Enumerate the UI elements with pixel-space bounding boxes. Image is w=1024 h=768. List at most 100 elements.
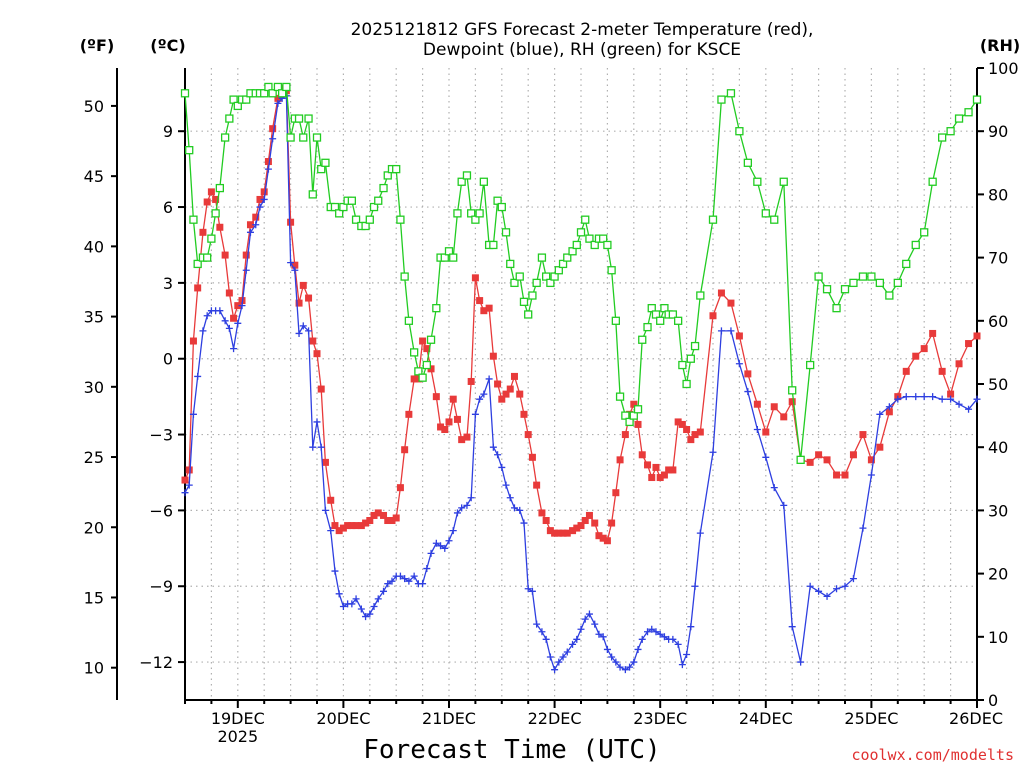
rh-point — [444, 247, 454, 256]
rh-point — [457, 177, 466, 186]
rh-point — [497, 202, 506, 212]
temperature-point — [674, 418, 682, 426]
rh-point — [317, 164, 326, 174]
rh-point — [558, 259, 568, 269]
rh-point — [193, 259, 202, 269]
dewpoint-point — [546, 653, 554, 661]
rh-point — [629, 411, 638, 420]
rh-point — [528, 291, 537, 300]
rh-point — [351, 215, 361, 224]
rh-point — [268, 89, 277, 98]
temperature-point — [563, 529, 571, 537]
rh-point — [282, 82, 291, 92]
dewpoint-point — [494, 451, 502, 459]
rh-point — [294, 114, 304, 123]
rh-point — [674, 316, 683, 325]
rh-point — [365, 215, 374, 224]
temperature-point — [867, 456, 875, 464]
dewpoint-point — [520, 519, 528, 527]
title-line-1: 2025121812 GFS Forecast 2-meter Temperat… — [351, 20, 814, 40]
dewpoint-point — [859, 524, 867, 532]
x-tick-label: 22DEC — [528, 709, 582, 728]
dewpoint-point — [485, 375, 493, 383]
rh-point — [330, 202, 340, 212]
temperature-point — [965, 340, 973, 348]
rh-point — [568, 247, 577, 256]
dewpoint-point — [806, 582, 814, 590]
temperature-point — [626, 410, 634, 418]
title-line-2: Dewpoint (blue), RH (green) for KSCE — [423, 40, 741, 60]
temperature-point — [634, 420, 642, 428]
dewpoint-point — [269, 135, 277, 143]
temperature-point — [234, 302, 242, 310]
rh-point — [400, 272, 409, 281]
rh-point — [524, 310, 533, 319]
temperature-point — [660, 471, 668, 479]
dewpoint-point — [797, 658, 805, 666]
temperature-point — [938, 367, 946, 375]
dewpoint-point — [591, 620, 599, 628]
rh-point — [422, 360, 431, 370]
dewpoint-point — [603, 645, 611, 653]
temperature-point — [585, 511, 593, 519]
rh-point — [361, 221, 370, 231]
dewpoint-point — [581, 615, 589, 623]
dewpoint-point — [449, 527, 457, 535]
fahrenheit-tick-label: 15 — [84, 588, 104, 607]
rh-point — [849, 278, 858, 288]
rh-point — [651, 310, 661, 319]
dewpoint-point — [396, 572, 404, 580]
rh-point — [475, 209, 484, 218]
dewpoint-point — [352, 595, 360, 603]
dewpoint-point — [542, 635, 550, 643]
temperature-point — [902, 367, 910, 375]
fahrenheit-tick-label: 50 — [84, 97, 104, 116]
dewpoint-point — [569, 640, 577, 648]
rh-point — [590, 240, 599, 250]
dewpoint-point — [458, 504, 466, 512]
temperature-point — [366, 517, 374, 525]
rh-point — [735, 127, 744, 136]
rh-point — [467, 209, 476, 218]
dewpoint-point — [929, 393, 937, 401]
rh-point — [607, 266, 616, 275]
temperature-point — [437, 423, 445, 431]
dewpoint-point — [902, 393, 910, 401]
temperature-point — [327, 496, 335, 504]
dewpoint-point — [264, 165, 272, 173]
temperature-point — [559, 529, 567, 537]
dewpoint-point — [230, 345, 238, 353]
fahrenheit-tick-label: 30 — [84, 378, 104, 397]
rh-point — [625, 417, 634, 427]
rh-point — [510, 278, 519, 288]
temperature-point — [603, 537, 611, 545]
temperature-point — [357, 522, 365, 530]
rh-point — [946, 127, 955, 136]
rh-tick-label: 100 — [988, 59, 1019, 78]
temperature-point — [480, 307, 488, 315]
temperature-point — [458, 436, 466, 444]
temperature-point — [551, 529, 559, 537]
temperature-point — [189, 337, 197, 345]
temperature-point — [652, 463, 660, 471]
dewpoint-point — [608, 653, 616, 661]
dewpoint-point — [405, 577, 413, 585]
dewpoint-point — [445, 537, 453, 545]
temperature-point — [876, 443, 884, 451]
dewpoint-point — [634, 645, 642, 653]
dewpoint-point — [348, 600, 356, 608]
rh-point — [278, 89, 287, 98]
rh-point — [321, 158, 330, 167]
rh-point — [414, 367, 423, 376]
x-tick-label: 24DEC — [739, 709, 793, 728]
celsius-unit-label: (ºC) — [150, 36, 185, 55]
rh-point — [572, 240, 581, 250]
temperature-point — [278, 84, 286, 92]
dewpoint-point — [216, 307, 224, 315]
dewpoint-point — [630, 658, 638, 666]
rh-point — [260, 89, 269, 98]
temperature-point — [388, 517, 396, 525]
rh-point — [304, 114, 313, 123]
dewpoint-point — [401, 575, 409, 583]
rh-tick-label: 30 — [988, 501, 1008, 520]
